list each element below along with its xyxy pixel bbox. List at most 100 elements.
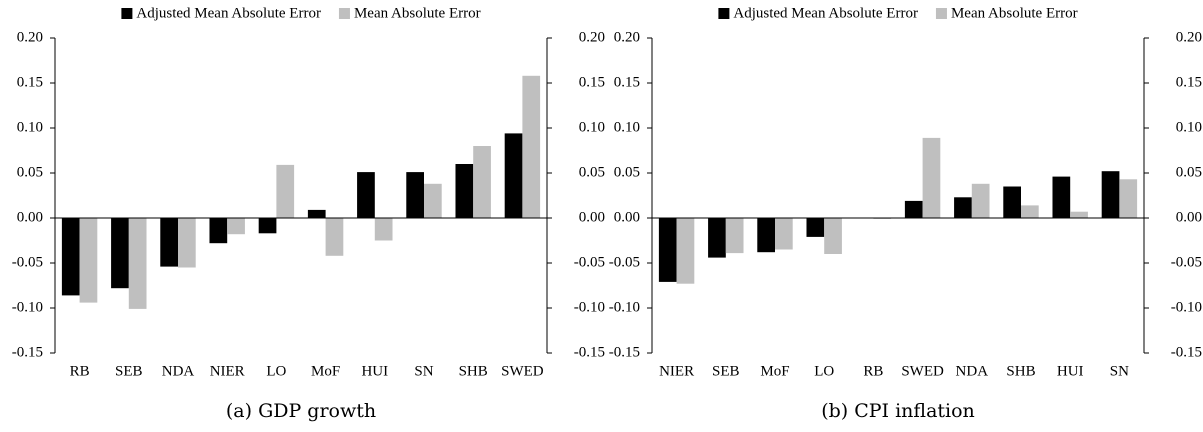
x-tick-label: SWED bbox=[901, 363, 944, 379]
bar bbox=[1003, 186, 1021, 218]
x-tick-label: HUI bbox=[1057, 363, 1084, 379]
y2-tick-label: 0.20 bbox=[1176, 29, 1202, 45]
y2-tick-label: -0.15 bbox=[574, 344, 605, 360]
y2-tick-label: 0.20 bbox=[579, 29, 605, 45]
bar bbox=[160, 218, 178, 267]
bar bbox=[1070, 211, 1088, 218]
bar bbox=[178, 218, 196, 268]
y-tick-label: 0.20 bbox=[17, 29, 43, 45]
bar bbox=[708, 218, 726, 258]
x-tick-label: MoF bbox=[760, 363, 789, 379]
y-tick-label: 0.10 bbox=[614, 119, 640, 135]
legend: Adjusted Mean Absolute Error Mean Absolut… bbox=[121, 5, 481, 21]
x-tick-label: SWED bbox=[501, 363, 544, 379]
bar bbox=[307, 209, 326, 218]
y-tick-label: 0.10 bbox=[17, 119, 43, 135]
y2-tick-label: 0.15 bbox=[579, 74, 605, 90]
legend-swatch bbox=[338, 8, 350, 19]
y2-tick-label: 0.05 bbox=[579, 164, 605, 180]
bar bbox=[504, 133, 523, 218]
legend-label: Mean Absolute Error bbox=[951, 5, 1078, 21]
chart: -0.15 -0.10 -0.05 0.00 0.05 0.10 0.15 0.20 -0.15… bbox=[12, 5, 605, 422]
bar bbox=[658, 218, 677, 282]
y-tick-label: -0.15 bbox=[609, 344, 640, 360]
bar bbox=[473, 146, 491, 218]
x-tick-label: SN bbox=[414, 363, 433, 379]
x-tick-label: NIER bbox=[210, 363, 245, 379]
x-tick-label: SHB bbox=[459, 363, 488, 379]
legend-label: Adjusted Mean Absolute Error bbox=[136, 5, 321, 21]
bar bbox=[258, 218, 277, 234]
bar bbox=[824, 218, 842, 254]
y-tick-label: -0.15 bbox=[12, 344, 43, 360]
x-tick-label: NDA bbox=[162, 363, 195, 379]
bar bbox=[455, 164, 474, 218]
bar bbox=[954, 197, 972, 218]
legend-swatch bbox=[121, 8, 133, 19]
legend: Adjusted Mean Absolute Error Mean Absolut… bbox=[718, 5, 1078, 21]
bar bbox=[61, 218, 80, 296]
legend-swatch bbox=[718, 8, 730, 19]
y-tick-label: 0.15 bbox=[614, 74, 640, 90]
y2-tick-label: 0.00 bbox=[579, 209, 605, 225]
bar bbox=[922, 137, 941, 218]
bar bbox=[522, 75, 541, 218]
bar bbox=[79, 218, 98, 303]
y2-tick-label: 0.10 bbox=[579, 119, 605, 135]
x-tick-label: HUI bbox=[361, 363, 388, 379]
y-tick-label: 0.05 bbox=[614, 164, 640, 180]
caption: (a) GDP growth bbox=[226, 400, 376, 422]
legend-label: Mean Absolute Error bbox=[354, 5, 481, 21]
y-tick-label: -0.05 bbox=[609, 254, 640, 270]
x-tick-label: NIER bbox=[659, 363, 694, 379]
y2-tick-label: -0.10 bbox=[1171, 299, 1202, 315]
y2-tick-label: 0.10 bbox=[1176, 119, 1202, 135]
bar bbox=[904, 200, 923, 218]
bar bbox=[775, 218, 793, 250]
y2-tick-label: -0.10 bbox=[574, 299, 605, 315]
y2-tick-label: 0.00 bbox=[1176, 209, 1202, 225]
x-tick-label: RB bbox=[70, 363, 90, 379]
bar bbox=[276, 164, 295, 218]
y-tick-label: 0.00 bbox=[17, 209, 43, 225]
bar bbox=[374, 218, 393, 241]
x-tick-label: SEB bbox=[712, 363, 740, 379]
y-tick-label: -0.10 bbox=[12, 299, 43, 315]
bar bbox=[424, 183, 442, 218]
x-tick-label: SN bbox=[1110, 363, 1129, 379]
x-tick-label: LO bbox=[814, 363, 834, 379]
y-tick-label: 0.00 bbox=[614, 209, 640, 225]
y2-tick-label: 0.15 bbox=[1176, 74, 1202, 90]
bar bbox=[111, 218, 129, 289]
y2-tick-label: -0.15 bbox=[1171, 344, 1202, 360]
x-tick-label: LO bbox=[266, 363, 286, 379]
caption: (b) CPI inflation bbox=[821, 400, 975, 422]
bar bbox=[357, 172, 375, 218]
x-tick-label: RB bbox=[863, 363, 883, 379]
x-tick-label: NDA bbox=[956, 363, 989, 379]
y-tick-label: 0.20 bbox=[614, 29, 640, 45]
legend-swatch bbox=[935, 8, 947, 19]
bar bbox=[1119, 179, 1138, 218]
y-tick-label: -0.05 bbox=[12, 254, 43, 270]
chart: -0.15 -0.10 -0.05 0.00 0.05 0.10 0.15 0.20 -0.15… bbox=[609, 5, 1202, 422]
x-tick-label: SEB bbox=[115, 363, 143, 379]
y-tick-label: -0.10 bbox=[609, 299, 640, 315]
bar bbox=[971, 183, 990, 218]
bar bbox=[209, 218, 228, 244]
x-tick-label: MoF bbox=[311, 363, 340, 379]
bar bbox=[725, 218, 744, 254]
y2-tick-label: -0.05 bbox=[1171, 254, 1202, 270]
x-tick-label: SHB bbox=[1006, 363, 1035, 379]
bar bbox=[1101, 171, 1120, 218]
bar bbox=[676, 218, 695, 284]
bar bbox=[325, 218, 344, 256]
bar bbox=[806, 218, 825, 237]
y2-tick-label: 0.05 bbox=[1176, 164, 1202, 180]
bar bbox=[757, 218, 775, 253]
bar bbox=[227, 218, 245, 235]
y2-tick-label: -0.05 bbox=[574, 254, 605, 270]
y-tick-label: 0.05 bbox=[17, 164, 43, 180]
y-tick-label: 0.15 bbox=[17, 74, 43, 90]
